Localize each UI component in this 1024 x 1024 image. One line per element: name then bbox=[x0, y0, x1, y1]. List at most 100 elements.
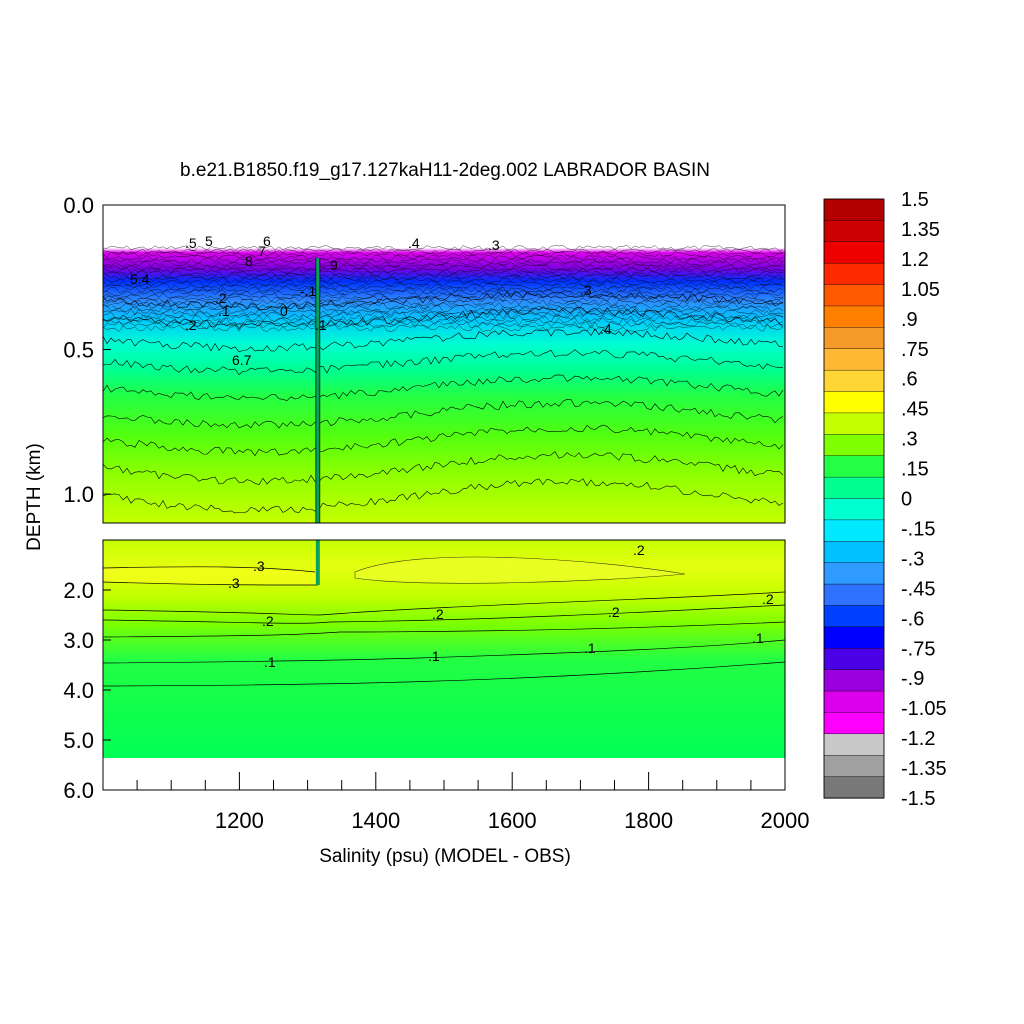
contour-line bbox=[103, 306, 784, 330]
colorbar-swatch bbox=[823, 733, 885, 756]
contour-line bbox=[103, 478, 784, 514]
contour-label: .1 bbox=[752, 630, 764, 646]
x-tick-label: 1400 bbox=[351, 808, 400, 833]
colorbar-swatch bbox=[823, 220, 885, 243]
contour-line bbox=[103, 276, 783, 284]
contour-line bbox=[103, 301, 784, 310]
colorbar-label: -.45 bbox=[901, 578, 935, 600]
contour-line bbox=[103, 264, 784, 271]
colorbar-label: .15 bbox=[901, 459, 929, 481]
x-axis-title: Salinity (psu) (MODEL - OBS) bbox=[319, 846, 571, 867]
contour-label: 7 bbox=[258, 243, 266, 259]
contour-line bbox=[103, 349, 784, 376]
colorbar-swatch bbox=[823, 519, 885, 542]
contour-line bbox=[103, 270, 784, 277]
y-axis-title: DEPTH (km) bbox=[24, 443, 45, 551]
contour-line bbox=[103, 282, 784, 290]
contour-line bbox=[103, 286, 784, 293]
contour-line bbox=[103, 311, 784, 320]
contour-label: .3 bbox=[580, 282, 592, 298]
contour-label: .2 bbox=[185, 317, 197, 333]
colorbar-label: .6 bbox=[901, 369, 918, 391]
y-tick-label: 1.0 bbox=[63, 482, 94, 507]
y-tick-label: 3.0 bbox=[63, 628, 94, 653]
colorbar-swatch bbox=[823, 327, 885, 350]
colorbar-swatch bbox=[823, 648, 885, 671]
contour-line bbox=[103, 591, 785, 616]
colorbar-swatch bbox=[823, 562, 885, 585]
colorbar-swatch bbox=[823, 583, 885, 607]
contour-label: .3 bbox=[253, 558, 265, 574]
contour-line bbox=[103, 566, 316, 573]
contour-label: .2 bbox=[608, 604, 620, 620]
contour-line bbox=[103, 290, 784, 311]
upper-panel-frame bbox=[102, 204, 786, 524]
upper-panel-field bbox=[103, 205, 785, 523]
contour-line bbox=[103, 328, 783, 353]
colorbar-swatch bbox=[823, 626, 885, 649]
contour-line bbox=[103, 314, 784, 323]
contour-label: 9 bbox=[330, 257, 338, 273]
colorbar-label: -1.2 bbox=[901, 728, 935, 750]
y-tick-label: 6.0 bbox=[63, 778, 94, 803]
x-tick-label: 2000 bbox=[761, 808, 810, 833]
contour-line bbox=[103, 398, 784, 429]
high-band bbox=[103, 566, 320, 585]
colorbar-label: -.15 bbox=[901, 519, 935, 541]
contour-label: .2 bbox=[633, 542, 645, 558]
high-lens bbox=[354, 556, 686, 584]
colorbar-swatch bbox=[823, 284, 885, 307]
axes: 1200 1400 1600 1800 20000.00.51.02.03.04.05.… bbox=[63, 193, 809, 833]
lower-contours: .3 .3 .2 .2 .2 .2 .2 .1 .1 .1 .1 bbox=[103, 540, 785, 687]
contour-line bbox=[103, 324, 784, 332]
colorbar-label: .75 bbox=[901, 339, 929, 361]
colorbar-label: 0 bbox=[901, 489, 912, 511]
colorbar-label: .3 bbox=[901, 429, 918, 451]
colorbar-swatch bbox=[823, 755, 885, 778]
contour-line bbox=[103, 639, 785, 664]
contour-label: .5 bbox=[185, 235, 197, 251]
colorbar-swatch bbox=[823, 498, 885, 521]
contour-label: .1 bbox=[264, 654, 276, 670]
colorbar-swatch bbox=[823, 262, 885, 286]
colorbar-label: -1.35 bbox=[901, 758, 947, 780]
contour-label: .3 bbox=[488, 237, 500, 253]
contour-line bbox=[103, 308, 784, 316]
colorbar-swatch bbox=[823, 241, 885, 264]
contour-label: .1 bbox=[315, 317, 327, 333]
y-tick-label: 4.0 bbox=[63, 678, 94, 703]
colorbar-swatch bbox=[823, 669, 885, 692]
colorbar-label: 1.35 bbox=[901, 219, 940, 241]
contour-line bbox=[103, 292, 784, 300]
contour-label: 6 bbox=[263, 233, 271, 249]
contour-line bbox=[103, 245, 784, 251]
colorbar-label: 1.2 bbox=[901, 249, 929, 271]
contour-line bbox=[103, 451, 784, 485]
contour-label: 0 bbox=[280, 303, 288, 319]
contour-line bbox=[103, 604, 785, 624]
contour-label: .1 bbox=[584, 640, 596, 656]
contour-label: .4 bbox=[600, 321, 612, 337]
lower-panel: .3 .3 .2 .2 .2 .2 .2 .1 .1 .1 .1 bbox=[102, 539, 786, 791]
upper-contours: 5.5 678 9.4.3.2.1 0-.1.1.26.75.4.3.4 bbox=[103, 233, 784, 523]
contour-label: .2 bbox=[262, 613, 274, 629]
spike-anomaly bbox=[315, 258, 320, 523]
colorbar-swatch bbox=[823, 305, 885, 328]
contour-label: 5 bbox=[205, 233, 213, 249]
contour-label: .3 bbox=[228, 575, 240, 591]
contour-line bbox=[103, 254, 784, 261]
contour-line bbox=[103, 251, 784, 258]
chart-title: b.e21.B1850.f19_g17.127kaH11-2deg.002 LA… bbox=[180, 160, 710, 181]
contour-line bbox=[103, 289, 784, 297]
colorbar-swatch bbox=[823, 776, 885, 799]
colorbar-label: -.75 bbox=[901, 638, 935, 660]
contour-line bbox=[103, 374, 784, 402]
upper-panel: 5.5 678 9.4.3.2.1 0-.1.1.26.75.4.3.4 bbox=[102, 204, 786, 524]
contour-label: 8 bbox=[245, 253, 253, 269]
y-tick-label: 5.0 bbox=[63, 728, 94, 753]
colorbar-label: 1.05 bbox=[901, 279, 940, 301]
colorbar-swatch bbox=[823, 690, 885, 714]
contour-label: .1 bbox=[218, 303, 230, 319]
colorbar-swatch bbox=[823, 348, 885, 371]
colorbar-label: -1.05 bbox=[901, 698, 947, 720]
